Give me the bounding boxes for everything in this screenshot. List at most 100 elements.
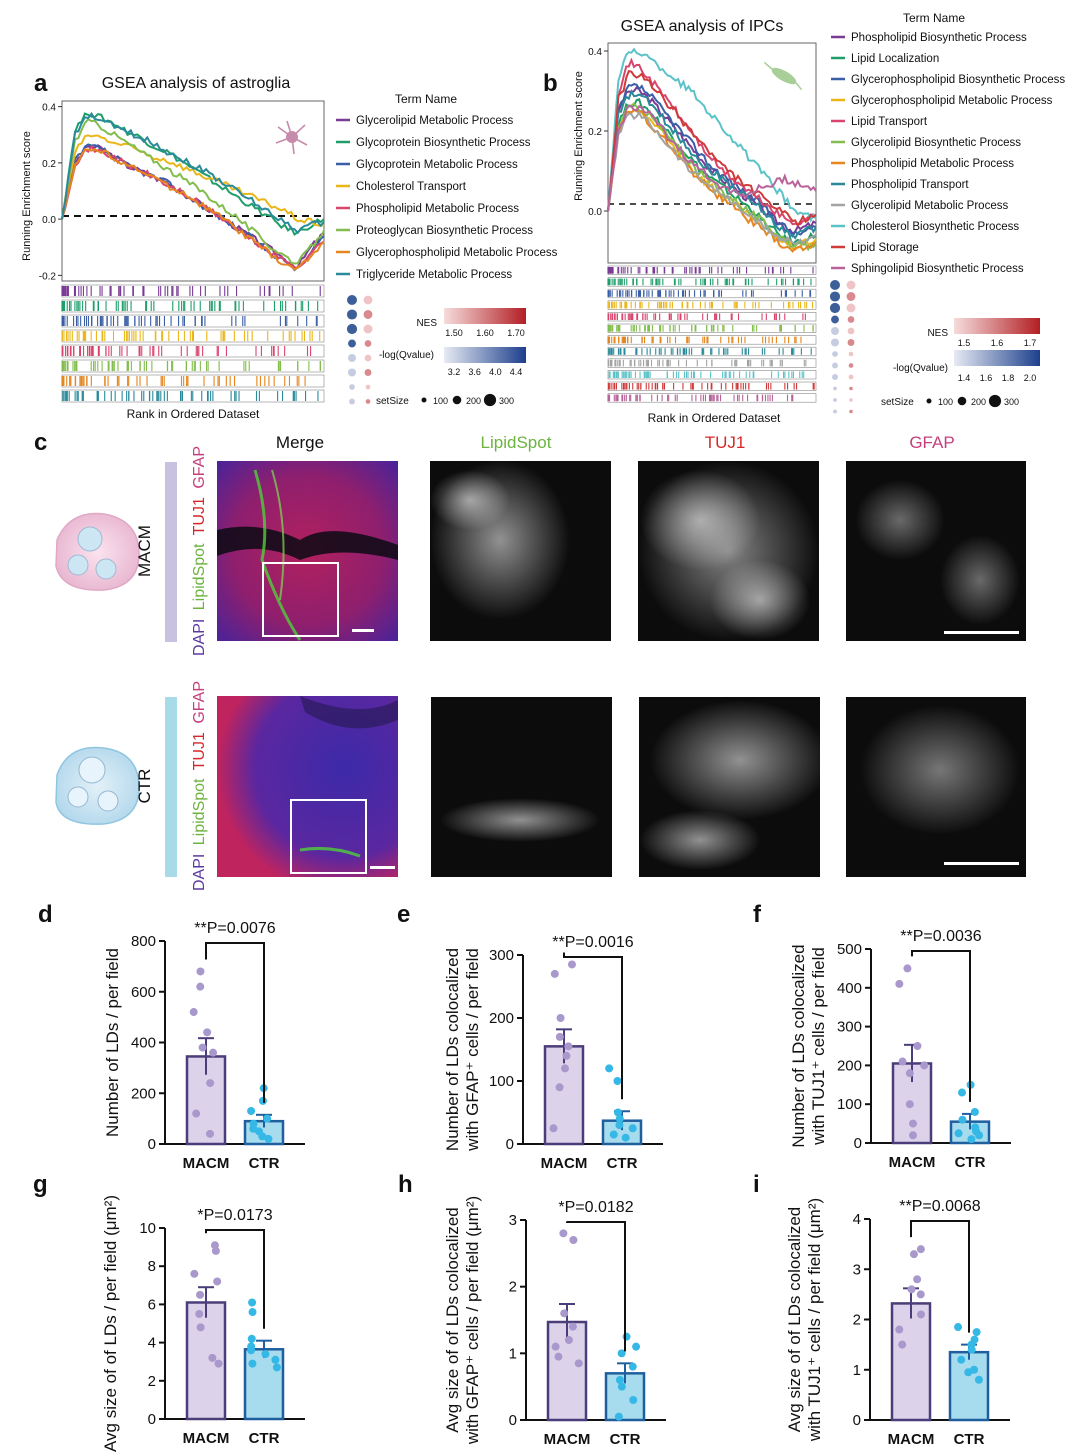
enrichment-line [607, 57, 817, 226]
row-bar-macm [165, 462, 177, 642]
micrograph-macm-tuj1 [638, 461, 819, 641]
stain-lipidspot: LipidSpot [191, 778, 208, 845]
colorbar-tick: 1.6 [991, 338, 1004, 348]
data-point [613, 1077, 622, 1085]
panel-b-ylabel: Running Enrichment score [573, 71, 585, 201]
y-axis-label: Avg size of of LDs / per field (μm²) [101, 1195, 120, 1452]
y-axis-label-line: Avg size of of LDs colocalized [785, 1207, 804, 1433]
bar-macm [890, 1302, 932, 1422]
colorbar-tick: 1.60 [476, 328, 494, 338]
qvalue-dot [833, 386, 837, 391]
legend-label: Phospholipid Metabolic Process [356, 203, 519, 215]
data-point [970, 1107, 979, 1116]
data-point [567, 960, 576, 969]
panel-a-lines [61, 111, 325, 272]
data-point [632, 1342, 641, 1351]
nes-dot [848, 351, 854, 357]
legend-label: Phospholipid Transport [851, 179, 969, 191]
panel-a-qval-label: -log(Qvalue) [379, 350, 434, 361]
panel-b-title: GSEA analysis of IPCs [621, 18, 784, 35]
y-tick-label: 600 [131, 984, 156, 1001]
data-point [195, 1309, 204, 1318]
legend-label: Cholesterol Transport [356, 181, 467, 193]
data-point [913, 1275, 922, 1284]
enrichment-line [607, 83, 817, 238]
panel-b-setsize-legend: 100 200 300 [926, 394, 1019, 408]
organoid-icon-ctr [55, 746, 140, 825]
y-axis-label-line: Number of LDs colocalized [789, 944, 808, 1147]
y-tick-label: 0 [854, 1135, 862, 1152]
nes-dot [847, 339, 855, 346]
legend-label: Proteoglycan Biosynthetic Process [356, 225, 533, 237]
data-point [196, 1323, 205, 1332]
nes-dot [363, 310, 373, 319]
y-tick-label: 0 [506, 1136, 514, 1153]
barcode-track [607, 277, 817, 287]
qvalue-dot [831, 315, 839, 324]
panel-a-plot-frame [61, 100, 325, 282]
legend-label: Sphingolipid Biosynthetic Process [851, 263, 1024, 275]
legend-label: Glycoprotein Biosynthetic Process [356, 137, 531, 149]
data-point [264, 1134, 273, 1143]
qvalue-dot [349, 384, 355, 390]
panel-b-yticks: 0.4 0.2 0.0 [588, 47, 608, 218]
x-tick-label: MACM [889, 1154, 936, 1171]
y-tick-label: 0.0 [588, 207, 602, 218]
y-tick-label: 0 [853, 1412, 861, 1429]
data-point [196, 967, 205, 976]
column-label-gfap: GFAP [909, 433, 954, 452]
panel-label-d: d [38, 901, 53, 928]
micrograph-ctr-gfap [846, 697, 1026, 877]
enrichment-line [61, 143, 325, 272]
data-point [198, 1043, 207, 1052]
nes-dot [363, 324, 373, 334]
colorbar-tick: 3.2 [448, 367, 461, 377]
data-point [907, 1285, 916, 1294]
y-axis-label-line: with GFAP⁺ cells / per field [463, 948, 482, 1152]
nes-dot [847, 316, 855, 323]
x-tick-label: CTR [954, 1431, 985, 1448]
setsize-dot [483, 393, 497, 407]
nes-dot [364, 340, 372, 347]
data-point [905, 1100, 914, 1109]
qvalue-dot [347, 368, 357, 377]
colorbar-tick: 1.50 [445, 328, 463, 338]
significance-bracket [566, 1221, 626, 1352]
stain-lipidspot: LipidSpot [191, 543, 208, 610]
data-point [903, 964, 912, 973]
data-point [271, 1355, 280, 1364]
y-tick-label: 300 [837, 1019, 862, 1036]
data-point [916, 1245, 925, 1254]
y-tick-label: 0.0 [42, 215, 56, 226]
data-point [560, 1064, 569, 1073]
data-point [574, 1359, 583, 1368]
legend-label: Glycerolipid Biosynthetic Process [851, 137, 1021, 149]
significance-bracket [205, 942, 265, 1103]
nes-dot [849, 386, 853, 391]
data-point [247, 1346, 256, 1355]
data-point [214, 1359, 223, 1368]
colorbar-tick: 1.7 [1024, 338, 1037, 348]
significance-bracket [205, 1229, 265, 1329]
data-point [898, 1057, 907, 1066]
qvalue-dot [346, 323, 358, 335]
panel-label-h: h [398, 1171, 413, 1198]
data-point [190, 1269, 199, 1278]
stain-dapi: DAPI [191, 854, 208, 891]
y-tick-label: 100 [837, 1096, 862, 1113]
y-tick-label: 1 [509, 1345, 517, 1362]
data-point [954, 1129, 963, 1138]
data-point [263, 1114, 272, 1123]
data-point [920, 1061, 929, 1070]
panel-b-lines [607, 47, 817, 253]
data-point [247, 1107, 256, 1116]
y-axis-label: Avg size of of LDs colocalizedwith GFAP⁺… [443, 1196, 482, 1445]
nes-dot [846, 303, 856, 313]
panel-a-ylabel: Running Enrichment score [21, 131, 33, 261]
row-label-macm: MACM [135, 525, 154, 577]
column-label-merge: Merge [276, 433, 324, 452]
setsize-tick: 100 [433, 396, 448, 406]
panel-b: b GSEA analysis of IPCs Running Enrichme… [543, 11, 1065, 425]
panel-a-nes-colorbar [444, 308, 526, 324]
data-point [617, 1382, 626, 1391]
